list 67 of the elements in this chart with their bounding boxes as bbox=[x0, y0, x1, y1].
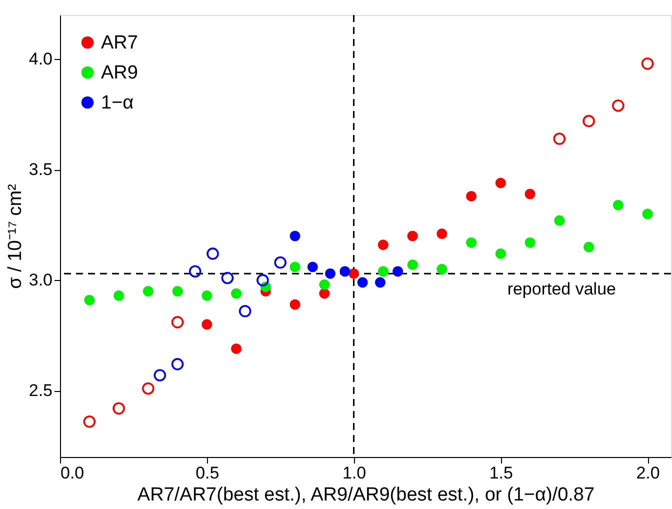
point bbox=[202, 319, 212, 330]
point bbox=[357, 277, 368, 288]
point bbox=[319, 279, 330, 290]
point bbox=[188, 265, 202, 278]
point bbox=[466, 237, 476, 248]
point bbox=[612, 200, 624, 210]
point bbox=[290, 262, 300, 272]
point bbox=[495, 178, 506, 188]
point bbox=[495, 248, 506, 259]
point bbox=[142, 286, 154, 296]
point bbox=[112, 402, 125, 415]
point bbox=[407, 259, 418, 270]
point bbox=[172, 286, 183, 296]
y-tick-label: 3.0 bbox=[28, 270, 52, 290]
point bbox=[553, 132, 566, 145]
point bbox=[466, 190, 476, 202]
y-axis-title: σ / 10⁻¹⁷ cm² bbox=[4, 184, 26, 289]
point bbox=[307, 262, 318, 272]
y-tick-label: 3.5 bbox=[28, 160, 52, 180]
point bbox=[221, 272, 234, 284]
x-tick-label: 0.5 bbox=[196, 464, 220, 482]
point bbox=[524, 188, 536, 200]
x-tick-label: 0.0 bbox=[60, 464, 84, 482]
point bbox=[84, 294, 95, 306]
point bbox=[584, 242, 594, 252]
point bbox=[582, 114, 595, 128]
x-tick-label: 1.5 bbox=[489, 464, 513, 482]
point bbox=[642, 208, 653, 220]
point bbox=[114, 290, 124, 301]
y-tick-label: 2.5 bbox=[28, 381, 52, 400]
point bbox=[436, 264, 448, 274]
point bbox=[206, 248, 219, 260]
point bbox=[290, 299, 300, 310]
point bbox=[171, 316, 184, 328]
point bbox=[378, 266, 388, 277]
point bbox=[407, 230, 418, 242]
point bbox=[348, 268, 359, 279]
point bbox=[436, 228, 448, 240]
point bbox=[392, 266, 404, 277]
point bbox=[378, 240, 388, 250]
point bbox=[319, 288, 330, 299]
point bbox=[83, 416, 96, 428]
point bbox=[274, 256, 286, 269]
ref-line-label: reported value bbox=[507, 280, 616, 299]
point bbox=[142, 382, 154, 395]
x-tick-label: 2.0 bbox=[636, 464, 660, 482]
point bbox=[202, 290, 212, 301]
point bbox=[524, 237, 536, 248]
point bbox=[290, 230, 300, 242]
point bbox=[325, 268, 336, 279]
legend-label: 1−α bbox=[101, 92, 134, 114]
point bbox=[231, 343, 242, 354]
x-tick-label: 1.0 bbox=[342, 464, 366, 482]
point bbox=[641, 57, 654, 70]
x-axis-title: AR7/AR7(best est.), AR9/AR9(best est.), or (1−α)/0.87 bbox=[137, 484, 595, 506]
point bbox=[612, 99, 624, 112]
point bbox=[231, 288, 242, 299]
point bbox=[554, 215, 565, 226]
point bbox=[154, 369, 166, 382]
legend-label: AR7 bbox=[101, 32, 138, 54]
point bbox=[256, 274, 269, 286]
y-tick-label: 4.0 bbox=[28, 50, 52, 69]
point bbox=[340, 266, 350, 277]
point bbox=[238, 305, 252, 318]
legend-label: AR9 bbox=[101, 62, 138, 84]
point bbox=[171, 358, 184, 370]
point bbox=[374, 277, 386, 288]
